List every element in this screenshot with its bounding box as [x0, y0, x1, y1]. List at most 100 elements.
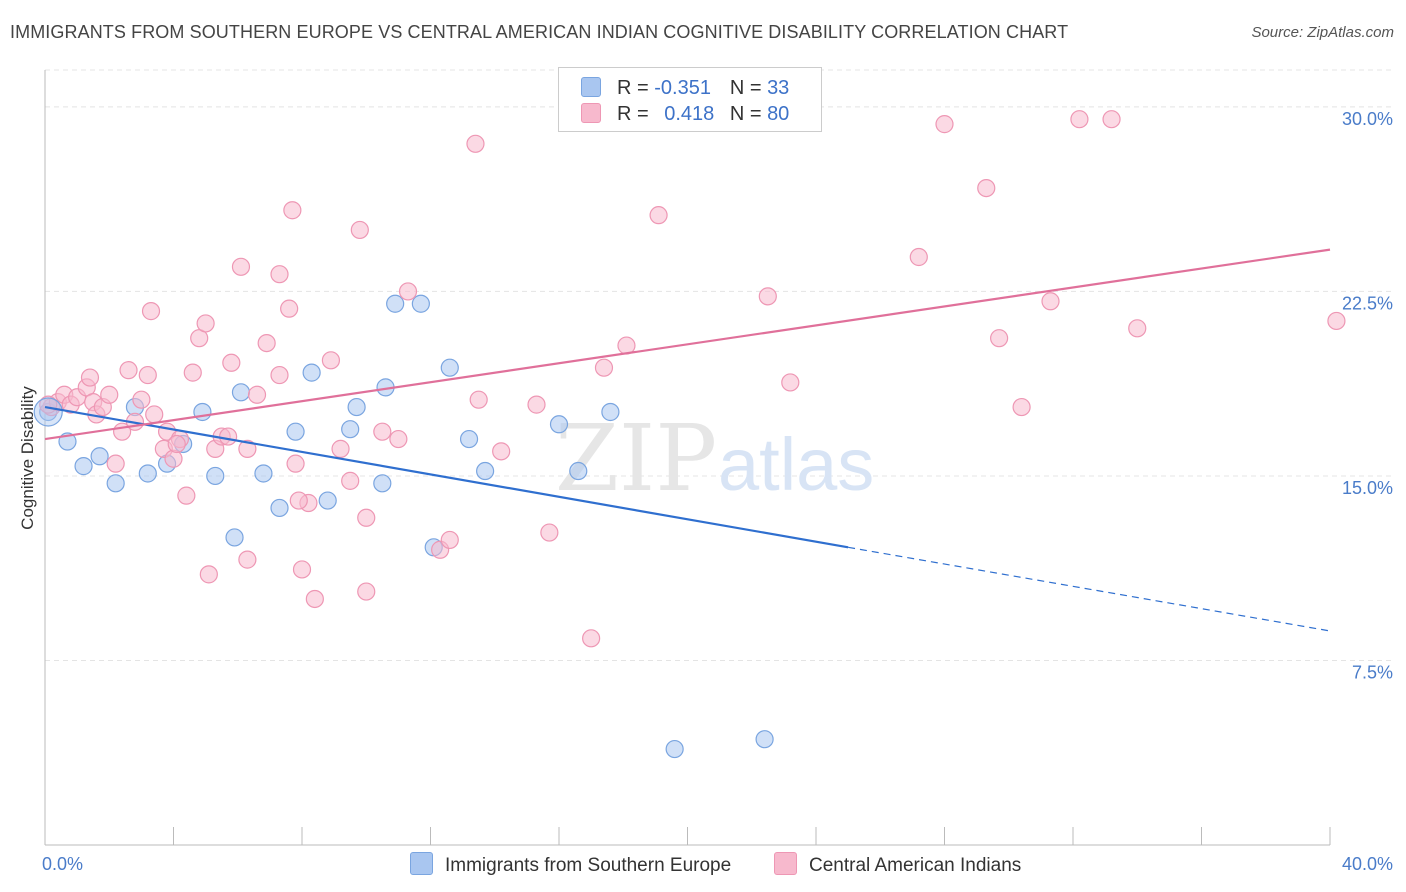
series-0-point-9 [193, 402, 212, 422]
series-1-point-76 [1327, 311, 1346, 331]
series-1-point-57 [469, 390, 488, 409]
series-1-point-69 [977, 178, 996, 198]
y-tick-label-0: 7.5% [1352, 662, 1393, 682]
series-0-point-4 [106, 474, 125, 493]
series-1-point-6 [80, 368, 100, 387]
series-0-point-23 [411, 294, 430, 313]
bottom-legend-blue: Immigrants from Southern Europe [410, 852, 731, 877]
x-tick-label-0: 0.0% [42, 854, 83, 874]
series-0-point-13 [254, 464, 273, 483]
series-1-point-47 [341, 471, 360, 490]
series-1-point-79 [289, 491, 308, 510]
trend-lines [44, 248, 1331, 632]
series-1-point-60 [540, 523, 559, 542]
chart-title: IMMIGRANTS FROM SOUTHERN EUROPE VS CENTR… [10, 22, 1069, 42]
series-1-point-11 [106, 454, 125, 473]
series-1-point-46 [331, 439, 350, 458]
series-0-point-20 [373, 474, 392, 493]
y-tick-label-1: 15.0% [1342, 478, 1393, 498]
series-1-point-33 [238, 550, 257, 569]
series-0-point-12 [231, 383, 251, 402]
series-1-point-70 [990, 329, 1009, 348]
legend-n-label-pink: N = [729, 103, 762, 125]
series-0-point-30 [601, 402, 620, 422]
series-1-point-23 [177, 486, 196, 505]
series-1-point-38 [270, 365, 289, 385]
series-1-point-41 [286, 454, 305, 473]
watermark-atlas: atlas [718, 423, 874, 506]
series-1-point-72 [1041, 292, 1060, 311]
bottom-legend-label-pink: Central American Indians [809, 855, 1022, 876]
series-0-point-16 [302, 363, 321, 382]
series-1-point-48 [350, 220, 369, 240]
series-1-point-51 [373, 422, 392, 441]
series-1-point-52 [389, 429, 408, 449]
series-1-point-78 [167, 434, 186, 454]
series-1-point-10 [100, 385, 119, 404]
x-tick-label-1: 40.0% [1342, 854, 1393, 874]
series-0-point-3 [90, 447, 109, 466]
series-1-point-27 [199, 565, 218, 584]
series-1-point-66 [781, 373, 800, 392]
series-1-point-61 [582, 629, 601, 648]
series-1-point-44 [305, 589, 324, 609]
series-1-point-32 [231, 257, 251, 276]
series-1-point-73 [1070, 110, 1089, 129]
series-1-point-36 [257, 333, 276, 353]
series-1-point-16 [138, 365, 157, 385]
bottom-legend-swatch-blue [410, 852, 433, 875]
watermark-zip: ZIP [555, 405, 717, 512]
series-1-point-56 [466, 134, 485, 153]
series-0-point-25 [440, 358, 459, 377]
series-1-point-26 [196, 314, 215, 333]
series-1-point-71 [1012, 397, 1031, 417]
series-0-point-17 [318, 491, 337, 510]
series-1-point-74 [1102, 110, 1121, 129]
legend-swatch-pink [581, 103, 601, 123]
series-0-point-28 [549, 415, 569, 434]
data-points [33, 110, 1346, 759]
series-0-point-19 [347, 397, 366, 417]
series-0-point-10 [206, 466, 225, 486]
legend-row-pink: R = 0.418 N = 80 [581, 103, 789, 125]
series-0-point-22 [386, 294, 405, 313]
axes [44, 70, 1331, 846]
series-1-point-50 [357, 582, 376, 601]
series-1-point-62 [594, 358, 614, 377]
legend-r-label-pink: R = [617, 103, 649, 125]
legend-n-label-blue: N = [729, 77, 762, 99]
series-0-point-15 [286, 422, 305, 441]
series-1-point-55 [440, 530, 459, 550]
legend-n-value-blue: 33 [767, 77, 790, 99]
series-0-cluster-point [33, 397, 63, 427]
series-1-point-17 [141, 302, 161, 321]
series-0-point-32 [755, 730, 774, 749]
series-1-point-34 [238, 439, 257, 458]
bottom-legend-label-blue: Immigrants from Southern Europe [445, 855, 732, 876]
series-1-point-59 [527, 395, 546, 414]
legend-r-label-blue: R = [617, 77, 649, 99]
trend-line-0-extension [848, 546, 1331, 632]
grid-lines [45, 69, 1392, 661]
series-1-point-37 [270, 265, 289, 284]
y-tick-label-3: 30.0% [1342, 109, 1393, 129]
legend-r-value-blue: -0.351 [654, 77, 711, 99]
series-0-point-26 [459, 429, 479, 449]
series-1-point-42 [292, 560, 312, 579]
series-1-point-68 [935, 115, 954, 134]
series-0-point-2 [74, 457, 93, 476]
bottom-legend-pink: Central American Indians [774, 852, 1021, 877]
series-0-point-27 [476, 461, 495, 481]
legend-swatch-blue [581, 77, 601, 97]
series-1-point-40 [283, 201, 302, 220]
series-1-point-75 [1128, 319, 1147, 338]
series-1-point-53 [398, 282, 418, 301]
series-1-point-58 [492, 442, 511, 461]
series-0-point-29 [569, 461, 588, 481]
legend-row-blue: R = -0.351 N = 33 [581, 77, 789, 99]
series-1-point-65 [758, 287, 777, 306]
series-1-point-13 [119, 361, 138, 380]
legend-box: R = -0.351 N = 33 R = 0.418 N = 80 [558, 67, 822, 132]
series-0-point-14 [270, 498, 289, 518]
